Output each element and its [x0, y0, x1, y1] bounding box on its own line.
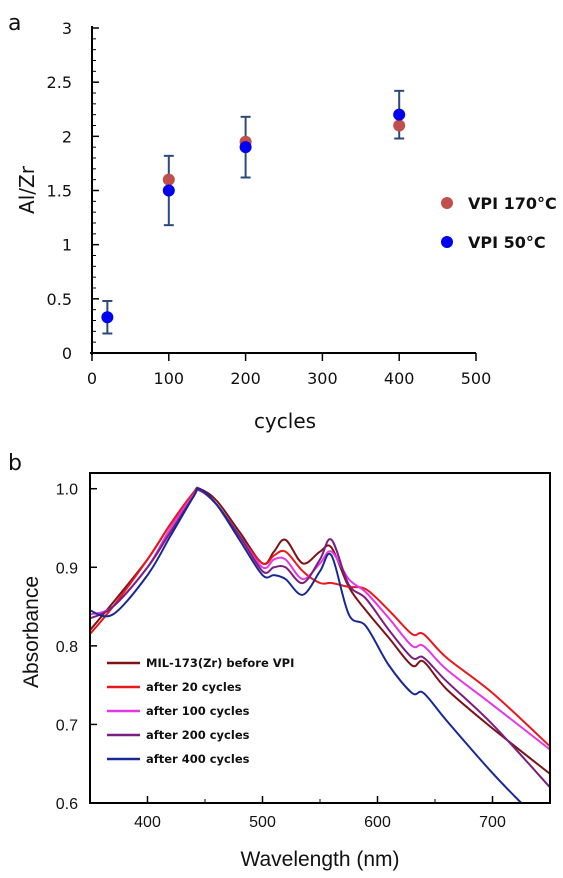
legend-label-after-200-cycles: after 200 cycles	[146, 728, 250, 742]
x-tick-label: 400	[134, 814, 161, 831]
y-tick-label: 0.5	[47, 290, 72, 309]
panel-b-y-axis-label: Absorbance	[20, 576, 43, 688]
y-tick-label: 2	[62, 127, 72, 146]
y-tick-label: 0.7	[56, 717, 78, 734]
panel-b: b 0.6 0.7 0.8 0.9 1.0 400 500 600 700 Wavelengt…	[8, 451, 551, 871]
x-tick-label: 600	[364, 814, 391, 831]
panel-b-y-ticks: 0.6 0.7 0.8 0.9 1.0	[56, 482, 97, 813]
panel-a-x-axis-label: cycles	[254, 409, 316, 433]
x-tick-label: 300	[307, 369, 338, 388]
data-point-vpi-50-c	[239, 141, 252, 154]
data-point-vpi-50-c	[393, 108, 406, 121]
legend-label-after-100-cycles: after 100 cycles	[146, 704, 250, 718]
legend-swatch-vpi-50	[441, 236, 453, 248]
y-tick-label: 1	[62, 236, 72, 255]
x-tick-label: 500	[249, 814, 276, 831]
legend-label-vpi-50: VPI 50°C	[468, 233, 546, 252]
panel-b-series-lines	[90, 486, 550, 803]
panel-a-x-ticks: 0 100 200 300 400 500	[87, 353, 491, 388]
x-tick-label: 700	[479, 814, 506, 831]
legend-label-after-20-cycles: after 20 cycles	[146, 680, 242, 694]
y-tick-label: 0	[62, 344, 72, 363]
x-tick-label: 400	[384, 369, 415, 388]
legend-label-vpi-170: VPI 170°C	[468, 194, 557, 213]
panel-a: a 00.511.522.53 0 100 200 300 400 500 cycles …	[8, 11, 557, 433]
panel-b-legend: MIL-173(Zr) before VPI after 20 cycles aft…	[107, 656, 294, 766]
x-tick-label: 500	[461, 369, 492, 388]
y-tick-label: 0.8	[56, 639, 78, 656]
legend-label-after-400-cycles: after 400 cycles	[146, 752, 250, 766]
x-tick-label: 100	[154, 369, 185, 388]
legend-swatch-vpi-170	[441, 197, 453, 209]
x-tick-label: 0	[87, 369, 97, 388]
panel-a-legend: VPI 170°C VPI 50°C	[441, 194, 557, 252]
panel-a-y-ticks: 0 0.5 1 1.5 2 2.5 3	[47, 19, 99, 363]
series-line-after-100-cycles	[90, 488, 550, 751]
series-line-after-400-cycles	[90, 487, 523, 803]
y-tick-label: 2.5	[47, 73, 72, 92]
data-point-vpi-170-c	[393, 119, 406, 132]
y-tick-label: 0.6	[56, 796, 78, 813]
series-line-after-200-cycles	[90, 488, 550, 788]
y-tick-label: 1.0	[56, 482, 78, 499]
data-point-vpi-50-c	[101, 311, 114, 324]
panel-b-label: b	[8, 451, 22, 476]
series-line-after-20-cycles	[90, 486, 550, 748]
panel-b-x-axis-label: Wavelength (nm)	[240, 848, 399, 871]
data-point-vpi-170-c	[162, 173, 175, 186]
data-point-vpi-50-c	[162, 184, 175, 197]
panel-a-markers	[101, 89, 406, 335]
panel-a-y-axis-label: Al/Zr	[15, 165, 39, 214]
y-tick-label: 1.5	[47, 182, 72, 201]
y-tick-label: 3	[62, 19, 72, 38]
legend-label-mil-173-zr-before-vpi: MIL-173(Zr) before VPI	[146, 656, 294, 670]
x-tick-label: 200	[230, 369, 261, 388]
panel-b-x-ticks: 400 500 600 700	[134, 796, 506, 831]
y-tick-label: 0.9	[56, 560, 78, 577]
panel-a-label: a	[8, 11, 21, 36]
